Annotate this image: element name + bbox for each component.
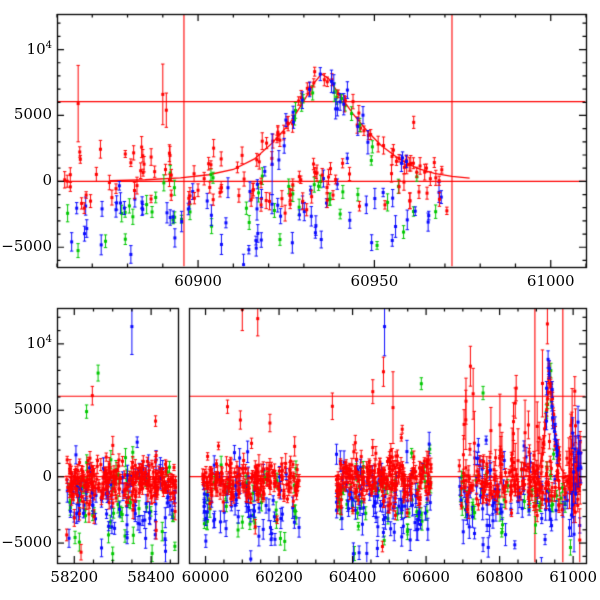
plot-canvas: [0, 0, 600, 600]
light-curve-figure: 60900 60950 61000 −5000 0 5000 104 58200 58400 −5…: [0, 0, 600, 600]
